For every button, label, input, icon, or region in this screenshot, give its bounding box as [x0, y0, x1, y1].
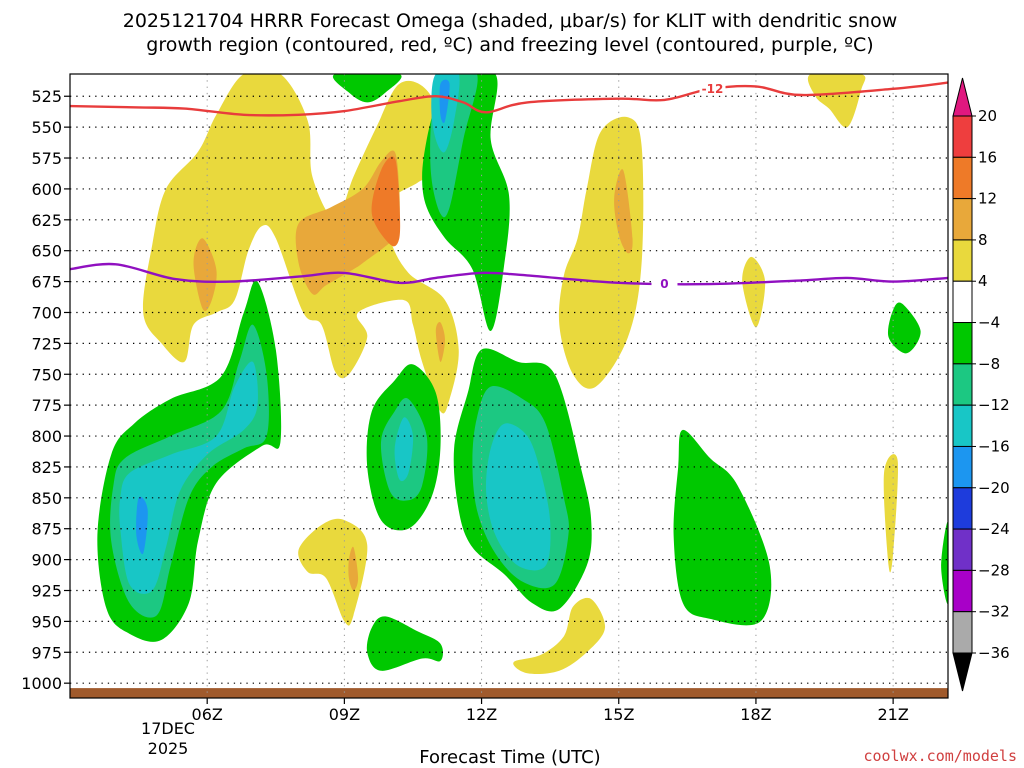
y-tick-label-750: 750	[31, 365, 62, 384]
y-tick-label-850: 850	[31, 489, 62, 508]
colorbar-swatch-6	[952, 363, 973, 406]
colorbar-swatch-0	[952, 115, 973, 158]
colorbar-top-arrow	[952, 77, 973, 117]
colorbar-label-3: 8	[978, 231, 988, 249]
freezing-level-contour-label: 0	[660, 277, 668, 291]
y-tick-label-525: 525	[31, 87, 62, 106]
y-tick-label-775: 775	[31, 396, 62, 415]
omega-region-4	[558, 116, 644, 389]
colorbar-label-6: −8	[978, 355, 1000, 373]
credit-link[interactable]: coolwx.com/models	[863, 747, 1017, 765]
y-tick-label-675: 675	[31, 273, 62, 292]
dgz-contour-label: -12	[702, 82, 724, 96]
colorbar-label-7: −12	[978, 396, 1010, 414]
y-tick-label-625: 625	[31, 211, 62, 230]
colorbar-swatch-7	[952, 404, 973, 447]
omega-region--4	[673, 429, 772, 626]
colorbar-label-9: −20	[978, 479, 1010, 497]
y-tick-label-575: 575	[31, 149, 62, 168]
y-tick-label-950: 950	[31, 612, 62, 631]
x-axis-label: Forecast Time (UTC)	[419, 747, 600, 768]
omega-region-8	[193, 238, 217, 311]
omega-region-4	[513, 597, 606, 675]
colorbar-swatch-5	[952, 322, 973, 365]
chart-title-line-1: 2025121704 HRRR Forecast Omega (shaded, …	[123, 10, 898, 32]
y-tick-label-925: 925	[31, 581, 62, 600]
omega-region-4	[298, 518, 368, 626]
date-label-day: 17DEC	[141, 719, 195, 738]
y-tick-label-650: 650	[31, 242, 62, 261]
colorbar-label-8: −16	[978, 437, 1010, 455]
colorbar-swatch-2	[952, 198, 973, 241]
colorbar-bottom-arrow	[952, 652, 973, 692]
colorbar-swatch-1	[952, 156, 973, 200]
colorbar-swatch-11	[952, 569, 973, 613]
omega-region-4	[807, 74, 866, 128]
colorbar-label-11: −28	[978, 561, 1010, 579]
plot-frame	[69, 73, 949, 699]
x-tick-label-06Z: 06Z	[192, 705, 223, 724]
omega-region-8	[295, 150, 400, 295]
gridlines	[70, 74, 948, 698]
colorbar-label-5: −4	[978, 314, 1000, 332]
dgz-contour	[70, 81, 948, 117]
chart-title-line-2: growth region (contoured, red, ºC) and f…	[146, 34, 873, 56]
colorbar-label-1: 16	[978, 148, 997, 166]
omega-region-8	[435, 322, 445, 362]
omega-region--16	[136, 496, 148, 555]
colorbar-swatch-8	[952, 445, 973, 489]
colorbar-label-13: −36	[978, 644, 1010, 662]
omega-region-4	[742, 256, 766, 328]
x-tick-label-21Z: 21Z	[877, 705, 908, 724]
y-tick-label-600: 600	[31, 180, 62, 199]
y-tick-label-550: 550	[31, 118, 62, 137]
y-tick-label-700: 700	[31, 303, 62, 322]
omega-region--4	[941, 522, 948, 604]
x-tick-label-18Z: 18Z	[740, 705, 771, 724]
colorbar: 20 16 12 8 4 −4 −8 −12 −16 −20 −24 −28 −32 −36	[952, 77, 1010, 692]
colorbar-label-0: 20	[978, 107, 997, 125]
y-tick-label-1000: 1000	[21, 674, 62, 693]
colorbar-swatch-9	[952, 487, 973, 530]
date-label-year: 2025	[148, 739, 189, 758]
freezing-level-contour-label-bg	[651, 276, 678, 291]
colorbar-swatch-3	[952, 239, 973, 282]
colorbar-label-4: 4	[978, 272, 988, 290]
omega-region--4	[887, 302, 921, 354]
omega-region--16	[439, 79, 450, 124]
colorbar-label-12: −32	[978, 603, 1010, 621]
y-tick-label-900: 900	[31, 551, 62, 570]
omega-region-8	[348, 546, 359, 591]
colorbar-label-10: −24	[978, 520, 1010, 538]
colorbar-swatch-4	[952, 280, 973, 324]
x-tick-label-15Z: 15Z	[603, 705, 634, 724]
x-tick-label-12Z: 12Z	[466, 705, 497, 724]
omega-region-4	[883, 454, 898, 573]
omega-shaded-regions	[70, 74, 948, 698]
x-tick-label-09Z: 09Z	[329, 705, 360, 724]
x-axis: 06Z 09Z 12Z 15Z 18Z 21Z	[192, 698, 909, 724]
colorbar-swatch-12	[952, 611, 973, 654]
colorbar-label-2: 12	[978, 190, 997, 208]
y-tick-label-725: 725	[31, 334, 62, 353]
contour-lines: -12 0	[70, 81, 948, 291]
y-tick-label-875: 875	[31, 520, 62, 539]
y-tick-label-975: 975	[31, 643, 62, 662]
omega-region-12	[371, 156, 401, 247]
dgz-contour-label-bg	[699, 81, 726, 96]
ground-strip	[70, 688, 948, 698]
omega-region--12	[394, 417, 414, 482]
omega-region--12	[119, 361, 258, 594]
omega-region--4	[333, 74, 402, 103]
y-tick-label-800: 800	[31, 427, 62, 446]
colorbar-swatch-10	[952, 528, 973, 571]
y-tick-label-825: 825	[31, 458, 62, 477]
y-axis: 525 550 575 600 625 650 675 700 725 750 775 800 825 8…	[21, 87, 70, 693]
freezing-level-contour	[70, 262, 948, 286]
omega-region--12	[485, 423, 551, 571]
omega-region--4	[366, 616, 443, 671]
